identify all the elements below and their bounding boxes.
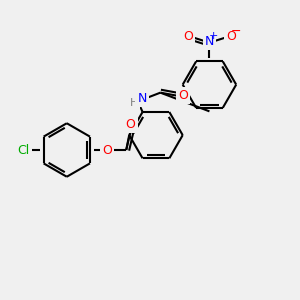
Text: Cl: Cl	[18, 143, 30, 157]
Text: H: H	[130, 98, 138, 108]
Text: O: O	[183, 30, 193, 43]
Text: O: O	[226, 30, 236, 43]
Text: O: O	[102, 143, 112, 157]
Text: N: N	[205, 35, 214, 48]
Text: N: N	[137, 92, 147, 105]
Text: O: O	[178, 89, 188, 102]
Text: +: +	[209, 32, 219, 41]
Text: O: O	[126, 118, 136, 130]
Text: −: −	[231, 25, 242, 38]
